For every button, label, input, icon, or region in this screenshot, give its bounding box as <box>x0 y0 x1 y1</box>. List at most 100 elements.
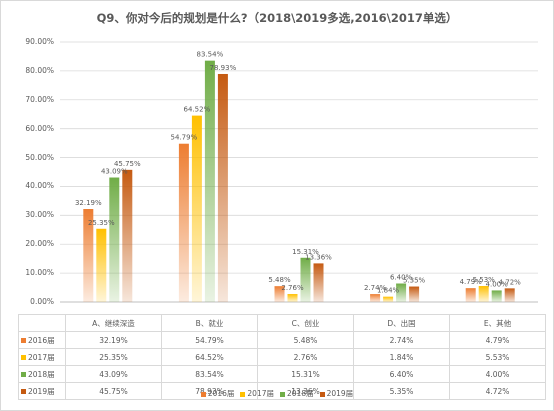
data-label: 32.19% <box>75 199 102 207</box>
data-table-corner <box>18 314 66 332</box>
series-name: 2019届 <box>28 386 55 396</box>
table-cell: 2.74% <box>353 331 450 349</box>
bar-1-3 <box>274 286 285 302</box>
bar-4-4 <box>409 286 420 302</box>
category-label: A、继续深造 <box>65 314 162 332</box>
data-table-row: 2018届 43.09% 83.54% 15.31% 6.40% 4.00% <box>18 365 546 383</box>
bar-1-1 <box>83 209 94 302</box>
bar-1-2 <box>178 143 189 302</box>
data-label: 5.35% <box>403 277 426 285</box>
table-cell: 25.35% <box>65 348 162 366</box>
legend-item: 2019届 <box>319 388 354 399</box>
data-label: 6.40% <box>390 274 413 282</box>
data-label: 4.00% <box>486 280 509 288</box>
table-cell: 2.76% <box>257 348 354 366</box>
legend-swatch <box>200 391 206 397</box>
y-tick-label: 10.00% <box>25 268 54 278</box>
series-swatch <box>21 338 26 343</box>
y-tick-label: 40.00% <box>25 181 54 191</box>
table-cell: 32.19% <box>65 331 162 349</box>
table-cell: 43.09% <box>65 365 162 383</box>
y-tick-label: 80.00% <box>25 65 54 75</box>
data-label: 13.36% <box>305 253 332 261</box>
table-cell: 4.72% <box>449 382 546 400</box>
series-row-label: 2018届 <box>18 365 66 383</box>
bar-2-3 <box>287 294 298 302</box>
legend-swatch <box>280 391 285 397</box>
legend-swatch <box>240 391 246 397</box>
bar-4-5 <box>504 288 515 302</box>
data-table-row: 2019届 45.75% 78.93% 13.36% 5.35% 4.72% <box>18 382 546 400</box>
y-tick-label: 0.00% <box>30 297 54 306</box>
series-name: 2016届 <box>28 335 55 345</box>
data-table-row: 2017届 25.35% 64.52% 2.76% 1.84% 5.53% <box>18 348 546 366</box>
series-row-label: 2016届 <box>18 331 66 349</box>
table-cell: 4.79% <box>449 331 546 349</box>
bar-3-3 <box>300 257 311 302</box>
series-swatch <box>21 389 26 394</box>
series-swatch <box>21 355 26 360</box>
legend-label: 2019届 <box>326 389 354 398</box>
series-name: 2018届 <box>28 369 55 379</box>
table-cell: 5.48% <box>257 331 354 349</box>
bar-1-5 <box>465 288 476 302</box>
table-cell: 15.31% <box>257 365 354 383</box>
bar-3-2 <box>204 60 215 302</box>
data-label: 43.09% <box>101 168 128 176</box>
y-tick-label: 70.00% <box>25 94 54 104</box>
chart-title: Q9、你对今后的规划是什么?（2018\2019多选,2016\2017单选） <box>96 11 458 25</box>
table-cell: 5.35% <box>353 382 450 400</box>
legend-label: 2016届 <box>207 389 235 398</box>
bar-2-4 <box>383 296 394 302</box>
series-row-label: 2019届 <box>18 382 66 400</box>
table-cell: 45.75% <box>65 382 162 400</box>
data-label: 15.31% <box>292 248 319 256</box>
data-label: 45.75% <box>114 160 141 168</box>
y-tick-label: 20.00% <box>25 239 54 249</box>
data-table-header-row: A、继续深造 B、就业 C、创业 D、出国 E、其他 <box>18 314 546 332</box>
data-label: 5.53% <box>473 276 496 284</box>
data-label: 83.54% <box>197 51 224 59</box>
category-label: C、创业 <box>257 314 354 332</box>
data-table: A、继续深造 B、就业 C、创业 D、出国 E、其他 2016届 32.19% 54.79%… <box>18 314 546 400</box>
bar-2-1 <box>96 228 107 302</box>
series-row-label: 2017届 <box>18 348 66 366</box>
bar-2-5 <box>478 286 489 302</box>
data-label: 64.52% <box>184 106 211 114</box>
data-label: 4.72% <box>499 278 522 286</box>
legend-label: 2018届 <box>287 389 314 398</box>
category-label: B、就业 <box>161 314 258 332</box>
legend-item: 2018届 <box>280 388 314 399</box>
data-label: 2.76% <box>281 284 304 292</box>
table-cell: 5.53% <box>449 348 546 366</box>
table-cell: 54.79% <box>161 331 258 349</box>
category-label: D、出国 <box>353 314 450 332</box>
table-cell: 6.40% <box>353 365 450 383</box>
data-label: 4.79% <box>460 278 483 286</box>
legend-label: 2017届 <box>247 389 274 398</box>
bar-3-1 <box>109 177 120 302</box>
table-cell: 4.00% <box>449 365 546 383</box>
data-label: 54.79% <box>171 134 198 142</box>
table-cell: 83.54% <box>161 365 258 383</box>
bar-4-1 <box>122 169 133 302</box>
data-label: 5.48% <box>268 276 291 284</box>
y-tick-label: 90.00% <box>25 37 54 46</box>
legend-item: 2017届 <box>240 388 274 399</box>
legend-swatch <box>319 391 325 397</box>
bar-1-4 <box>370 294 381 302</box>
bar-4-3 <box>313 263 324 302</box>
bar-3-5 <box>491 290 502 302</box>
data-label: 78.93% <box>210 64 237 72</box>
table-cell: 64.52% <box>161 348 258 366</box>
legend: 2016届 2017届 2018届 2019届 <box>0 388 554 399</box>
data-table-row: 2016届 32.19% 54.79% 5.48% 2.74% 4.79% <box>18 331 546 349</box>
table-cell: 78.93% <box>161 382 258 400</box>
bar-4-2 <box>217 73 228 302</box>
series-swatch <box>21 372 26 377</box>
data-label: 2.74% <box>364 284 387 292</box>
category-label: E、其他 <box>449 314 546 332</box>
series-name: 2017届 <box>28 352 55 362</box>
data-label: 1.84% <box>377 287 400 295</box>
